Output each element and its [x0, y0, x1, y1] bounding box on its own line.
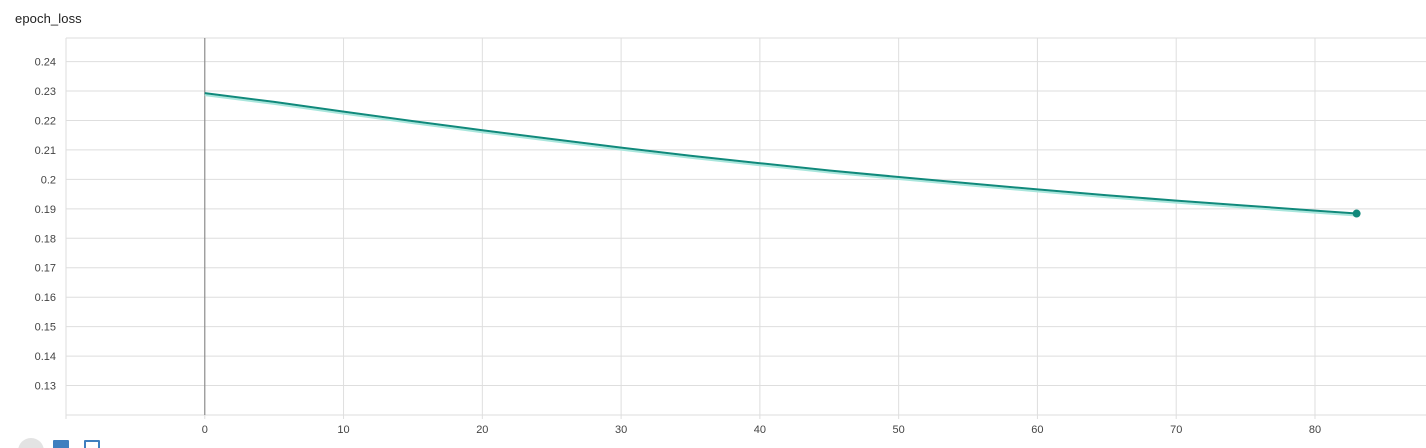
y-tick-label: 0.13: [35, 381, 56, 393]
series-raw-line: [204, 94, 1357, 217]
x-tick-label: 30: [615, 424, 627, 436]
y-tick-label: 0.23: [35, 86, 56, 98]
y-tick-label: 0.22: [35, 115, 56, 127]
y-tick-label: 0.17: [35, 263, 56, 275]
y-tick-label: 0.24: [35, 57, 56, 69]
fullscreen-icon[interactable]: [18, 438, 44, 448]
y-tick-label: 0.16: [35, 292, 56, 304]
card-title: epoch_loss: [15, 11, 82, 26]
y-tick-label: 0.14: [35, 351, 56, 363]
y-tick-label: 0.2: [41, 174, 56, 186]
fit-domain-icon[interactable]: [84, 440, 100, 448]
x-tick-label: 50: [893, 424, 905, 436]
y-tick-label: 0.19: [35, 204, 56, 216]
y-tick-label: 0.21: [35, 145, 56, 157]
y-tick-label: 0.15: [35, 322, 56, 334]
x-tick-label: 40: [754, 424, 766, 436]
x-tick-label: 60: [1031, 424, 1043, 436]
x-tick-label: 20: [476, 424, 488, 436]
series-last-point: [1352, 209, 1361, 218]
x-tick-label: 10: [337, 424, 349, 436]
x-tick-label: 70: [1170, 424, 1182, 436]
x-tick-label: 80: [1309, 424, 1321, 436]
series-line: [204, 92, 1357, 215]
log-scale-icon[interactable]: [53, 440, 69, 448]
x-tick-label: 0: [202, 424, 208, 436]
y-tick-label: 0.18: [35, 233, 56, 245]
